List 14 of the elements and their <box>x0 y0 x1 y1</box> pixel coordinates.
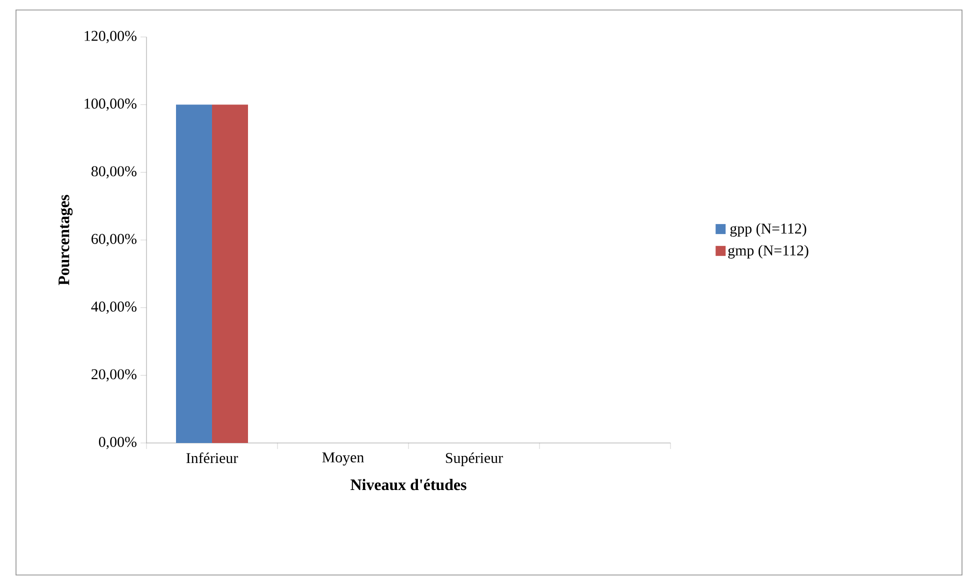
x-tick-label: Moyen <box>322 452 364 466</box>
x-tick-label: Inférieur <box>186 452 238 464</box>
legend-label: gpp (N=112) <box>730 223 806 237</box>
y-tick-label: 20,00% <box>92 369 136 382</box>
y-tick-label: 0,00% <box>98 436 136 450</box>
y-tick-label: 40,00% <box>91 302 136 314</box>
legend-label: gmp (N=112) <box>728 244 808 259</box>
y-axis-title: Pourcentages <box>58 194 73 286</box>
x-tick-label: Supérieur <box>446 452 503 466</box>
y-tick-label: 60,00% <box>92 234 136 246</box>
x-axis-title: Niveaux d'études <box>350 478 466 490</box>
y-tick-label: 100,00% <box>84 98 136 111</box>
y-tick-label: 80,00% <box>91 166 136 178</box>
y-tick-label: 120,00% <box>84 30 136 44</box>
